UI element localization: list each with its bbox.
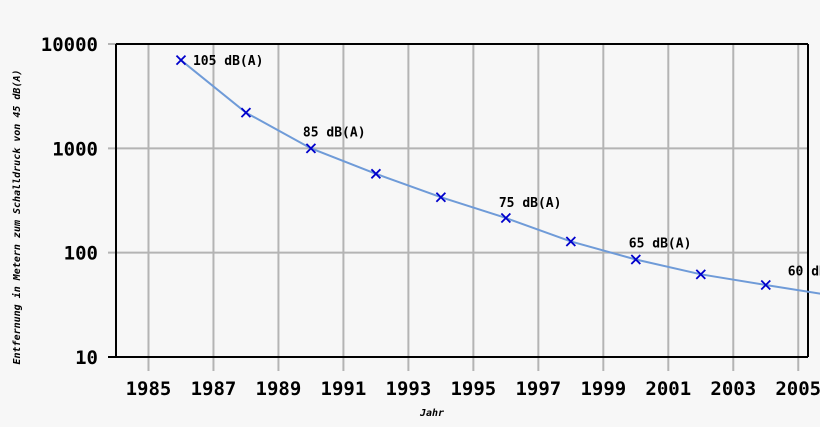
x-tick-label: 1993: [386, 378, 432, 400]
data-point-marker: [305, 143, 317, 154]
tick-labels: 1985 1987 1989 1991 1993 1995 1997 1999 2001 2003…: [41, 34, 820, 400]
marker-stroke: [435, 192, 447, 203]
axes: [108, 43, 809, 358]
marker-stroke: [240, 107, 252, 118]
x-axis-label: Jahr: [419, 408, 444, 419]
x-tick-label: 1991: [321, 378, 367, 400]
data-point-marker: [695, 269, 706, 280]
x-tick-label: 2003: [710, 378, 756, 400]
marker-stroke: [175, 55, 187, 66]
data-point-marker: [240, 107, 252, 118]
data-label: 75 dB(A): [499, 196, 562, 211]
series-line: [180, 59, 820, 295]
data-label: 60 dB(A): [788, 264, 820, 279]
x-tick-label: 1995: [450, 378, 496, 400]
data-point-marker: [565, 236, 576, 247]
x-tick-label: 1997: [515, 378, 561, 400]
data-label: 65 dB(A): [629, 237, 692, 252]
data-label: 85 dB(A): [303, 125, 366, 140]
x-tick-label: 1989: [256, 378, 302, 400]
x-tick-label: 2001: [645, 378, 691, 400]
y-tick-label: 100: [64, 243, 98, 265]
x-tick-label: 1987: [191, 378, 237, 400]
series-polyline: [180, 59, 820, 295]
annotations: 105 dB(A) 85 dB(A) 75 dB(A) 65 dB(A) 60 dB(A…: [193, 54, 820, 279]
marker-stroke: [565, 236, 576, 247]
marker-stroke: [630, 254, 641, 265]
data-point-marker: [500, 212, 511, 224]
marker-stroke: [760, 279, 771, 291]
marker-stroke: [500, 212, 511, 224]
x-tick-label: 1985: [126, 378, 172, 400]
grid: [108, 43, 808, 371]
data-point-marker: [760, 279, 771, 291]
y-axis-label: Entfernung in Metern zum Schalldruck von…: [11, 69, 23, 364]
data-point-marker: [435, 192, 447, 203]
data-point-marker: [370, 168, 382, 179]
y-tick-label: 1000: [52, 138, 98, 160]
y-tick-label: 10000: [41, 34, 98, 56]
data-point-marker: [630, 254, 641, 265]
x-tick-label: 1999: [580, 378, 626, 400]
data-point-marker: [175, 55, 187, 66]
data-markers: [175, 55, 771, 291]
marker-stroke: [370, 168, 382, 179]
marker-stroke: [695, 269, 706, 280]
x-tick-label: 2005: [775, 378, 820, 400]
data-label: 105 dB(A): [193, 54, 263, 69]
marker-stroke: [305, 143, 317, 154]
y-tick-label: 10: [75, 347, 98, 369]
